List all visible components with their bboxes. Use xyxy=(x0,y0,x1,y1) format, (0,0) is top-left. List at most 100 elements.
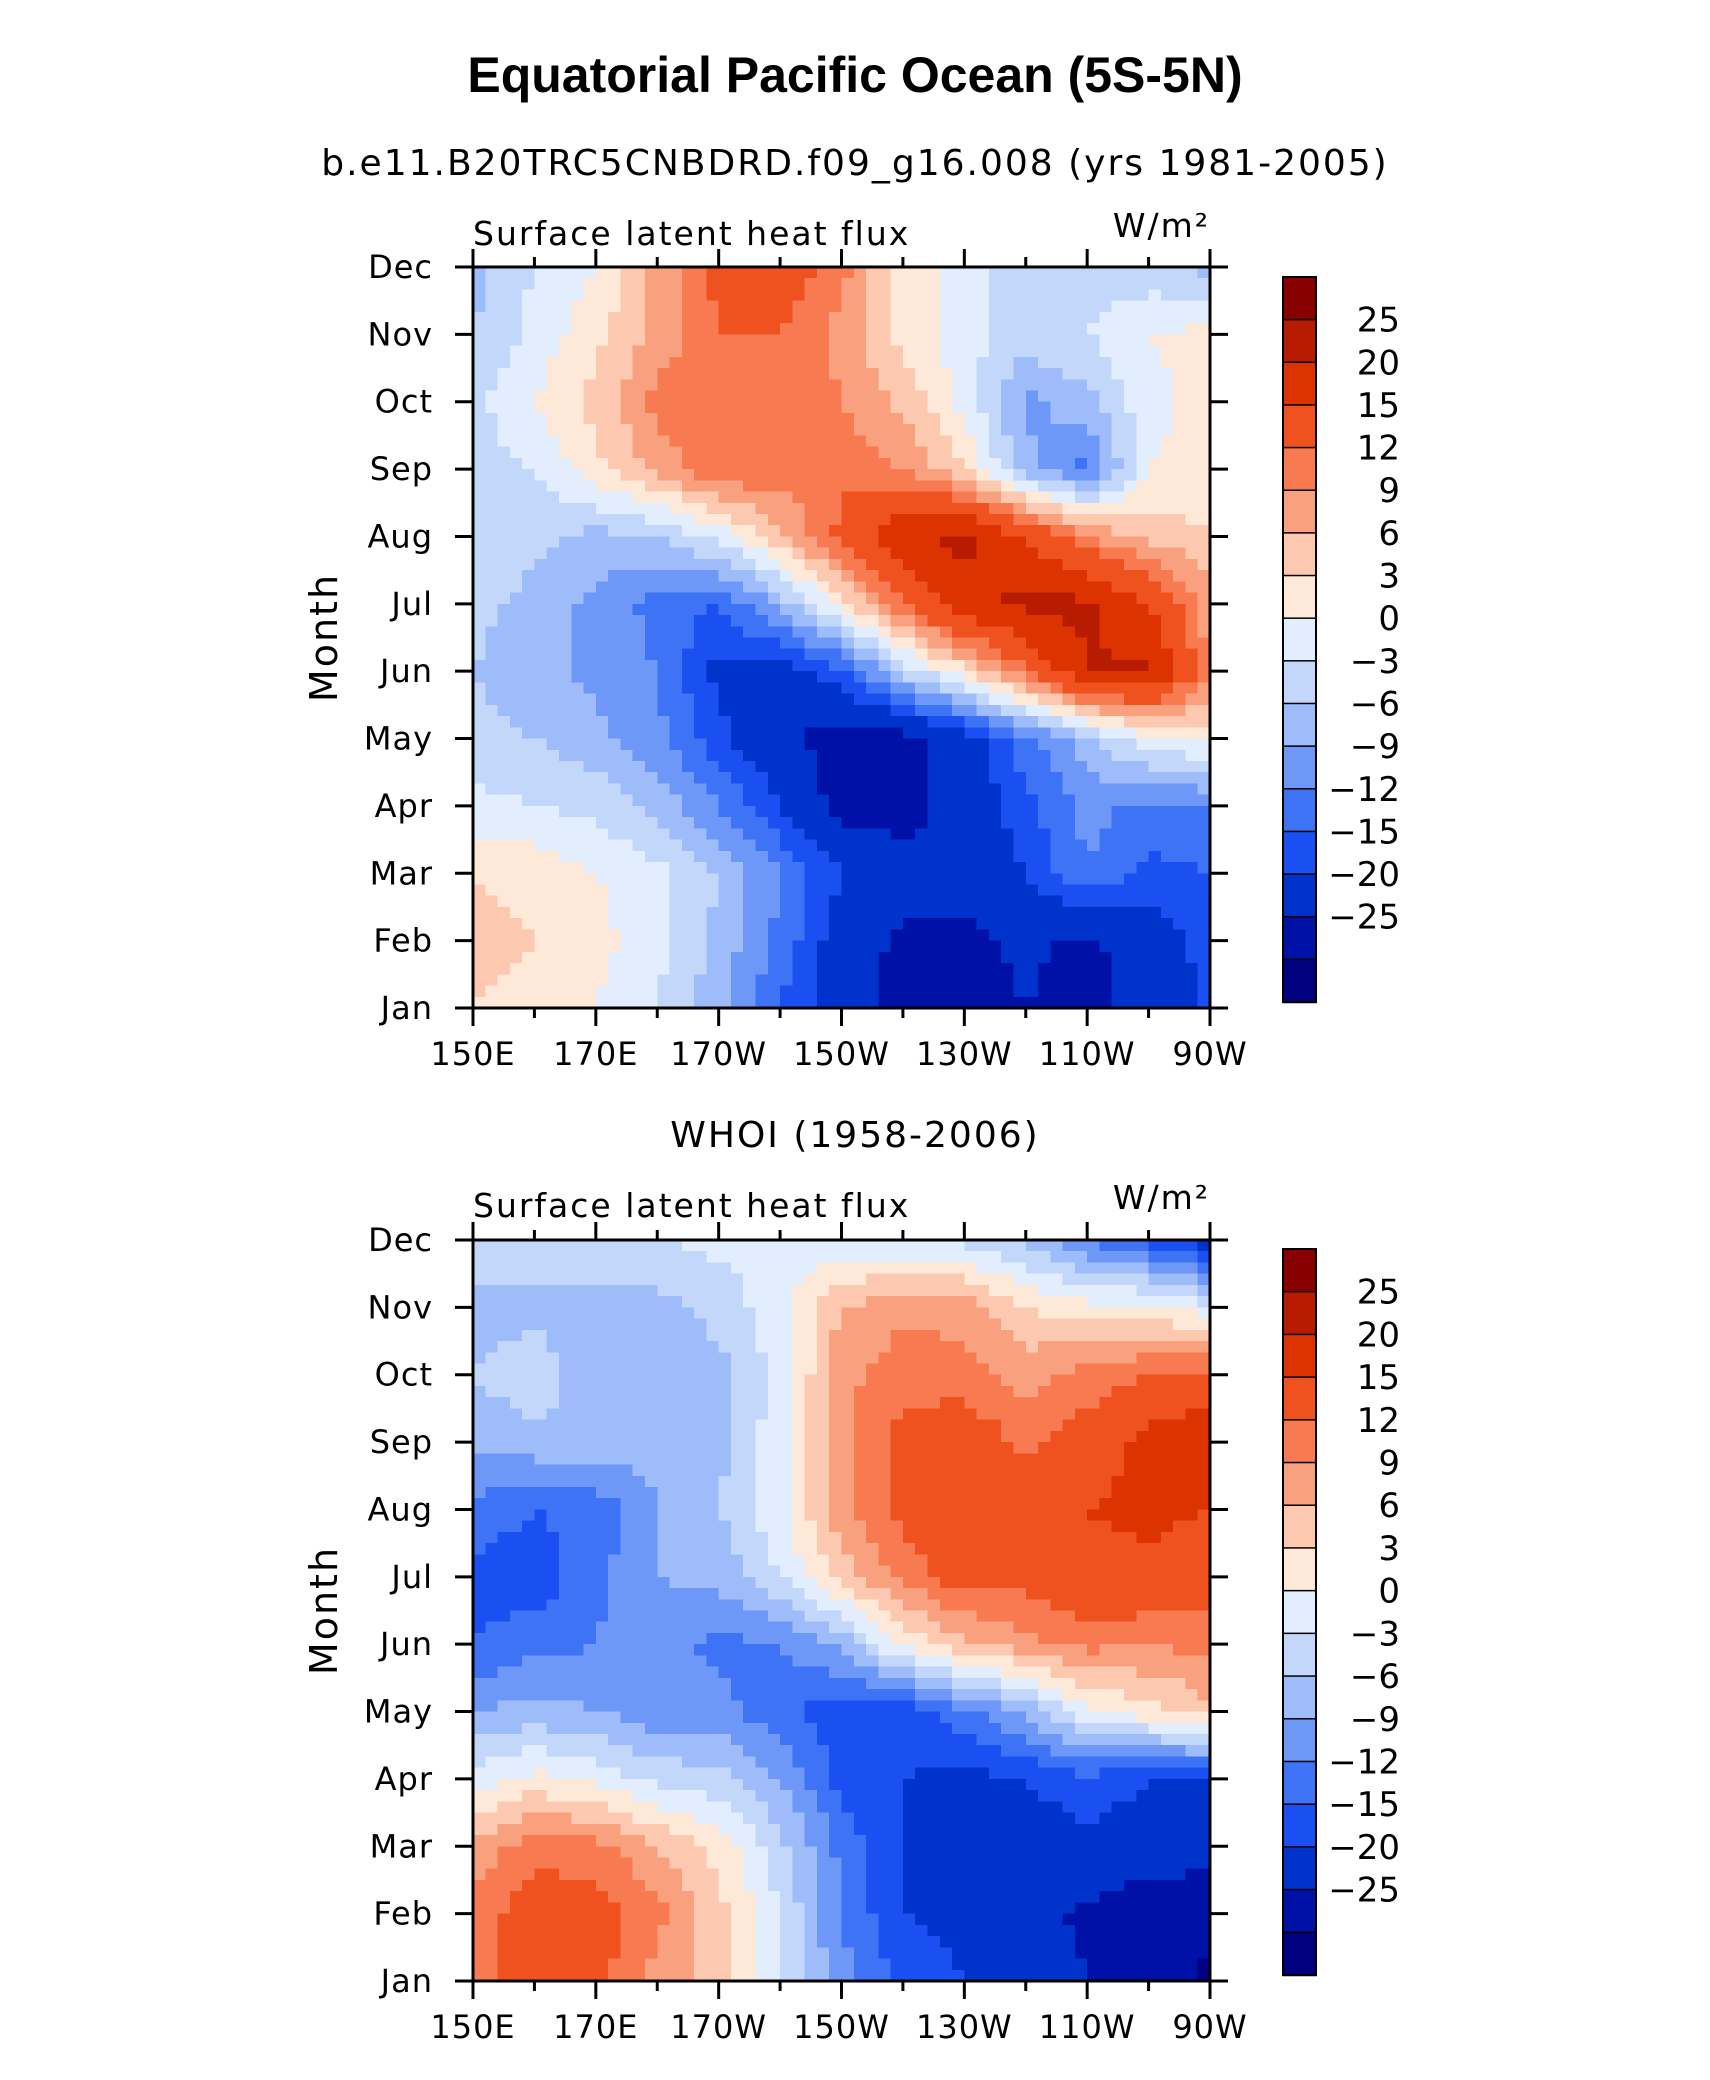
heatmap-cell xyxy=(1185,1397,1199,1410)
heatmap-cell xyxy=(1099,918,1113,931)
heatmap-cell xyxy=(1197,356,1211,369)
heatmap-cell xyxy=(890,761,904,773)
heatmap-cell xyxy=(1087,1240,1101,1252)
heatmap-cell xyxy=(632,783,646,796)
heatmap-cell xyxy=(657,996,671,1009)
heatmap-cell xyxy=(583,929,597,942)
heatmap-cell xyxy=(976,334,990,347)
heatmap-cell xyxy=(792,334,806,347)
heatmap-cell xyxy=(485,514,499,526)
heatmap-cell xyxy=(915,1363,929,1376)
heatmap-cell xyxy=(694,996,707,1009)
heatmap-cell xyxy=(1197,716,1211,728)
heatmap-cell xyxy=(522,1363,536,1376)
heatmap-cell xyxy=(878,491,892,504)
heatmap-cell xyxy=(939,839,953,852)
heatmap-cell xyxy=(976,1307,990,1320)
heatmap-cell xyxy=(1160,682,1174,695)
heatmap-cell xyxy=(915,356,929,369)
heatmap-cell xyxy=(1050,1374,1064,1387)
heatmap-cell xyxy=(841,895,855,908)
heatmap-cell xyxy=(1185,906,1199,919)
heatmap-cell xyxy=(792,536,806,549)
heatmap-cell xyxy=(743,716,757,728)
heatmap-cell xyxy=(632,805,646,818)
heatmap-cell xyxy=(595,525,609,538)
heatmap-cell xyxy=(829,289,843,302)
heatmap-cell xyxy=(890,1284,904,1297)
heatmap-cell xyxy=(1050,1273,1064,1286)
heatmap-cell xyxy=(1013,356,1027,369)
heatmap-cell xyxy=(1001,1374,1015,1387)
heatmap-cell xyxy=(878,502,892,515)
heatmap-cell xyxy=(1197,1284,1211,1297)
heatmap-cell xyxy=(1099,985,1113,998)
heatmap-cell xyxy=(620,626,634,639)
heatmap-cell xyxy=(620,1397,634,1410)
heatmap-cell xyxy=(620,772,634,785)
heatmap-cell xyxy=(1001,570,1015,582)
heatmap-cell xyxy=(780,278,793,291)
heatmap-cell xyxy=(718,300,732,313)
heatmap-cell xyxy=(792,805,806,818)
heatmap-cell xyxy=(694,435,707,448)
heatmap-cell xyxy=(608,716,621,728)
heatmap-cell xyxy=(878,1352,892,1365)
heatmap-cell xyxy=(497,356,511,369)
heatmap-cell xyxy=(1148,267,1162,279)
heatmap-cell xyxy=(571,1251,585,1264)
heatmap-cell xyxy=(497,603,511,616)
heatmap-cell xyxy=(1038,626,1051,639)
heatmap-cell xyxy=(1087,727,1101,740)
heatmap-cell xyxy=(620,1251,634,1264)
heatmap-cell xyxy=(1050,738,1064,751)
heatmap-cell xyxy=(620,1284,634,1297)
heatmap-cell xyxy=(534,637,548,650)
heatmap-cell xyxy=(988,783,1002,796)
heatmap-cell xyxy=(804,1329,818,1342)
heatmap-cell xyxy=(522,525,536,538)
heatmap-cell xyxy=(681,457,695,470)
heatmap-cell xyxy=(792,761,806,773)
heatmap-cell xyxy=(694,356,707,369)
heatmap-cell xyxy=(878,985,892,998)
heatmap-cell xyxy=(792,862,806,874)
heatmap-cell xyxy=(866,424,879,437)
heatmap-cell xyxy=(878,761,892,773)
heatmap-cell xyxy=(1025,839,1039,852)
heatmap-cell xyxy=(816,536,830,549)
heatmap-cell xyxy=(743,839,757,852)
heatmap-cell xyxy=(558,704,572,717)
heatmap-cell xyxy=(902,345,916,358)
heatmap-cell xyxy=(509,839,523,852)
heatmap-cell xyxy=(1038,300,1051,313)
heatmap-cell xyxy=(743,783,757,796)
heatmap-cell xyxy=(964,1329,978,1342)
heatmap-cell xyxy=(866,525,879,538)
heatmap-cell xyxy=(792,547,806,560)
heatmap-cell xyxy=(816,1352,830,1365)
heatmap-cell xyxy=(952,581,965,594)
heatmap-cell xyxy=(681,929,695,942)
heatmap-cell xyxy=(497,761,511,773)
heatmap-cell xyxy=(644,895,658,908)
heatmap-cell xyxy=(902,727,916,740)
heatmap-cell xyxy=(1185,805,1199,818)
heatmap-cell xyxy=(730,940,744,953)
heatmap-cell xyxy=(804,1296,818,1308)
heatmap-cell xyxy=(1111,817,1125,829)
heatmap-cell xyxy=(1062,514,1076,526)
heatmap-cell xyxy=(853,446,867,459)
heatmap-cell xyxy=(939,659,953,672)
heatmap-cell xyxy=(878,918,892,931)
heatmap-cell xyxy=(915,1352,929,1365)
heatmap-cell xyxy=(534,716,548,728)
heatmap-cell xyxy=(915,828,929,841)
heatmap-cell xyxy=(780,884,793,897)
heatmap-cell xyxy=(1136,603,1150,616)
heatmap-cell xyxy=(1173,311,1187,324)
heatmap-cell xyxy=(841,1385,855,1398)
heatmap-cell xyxy=(632,334,646,347)
heatmap-cell xyxy=(644,828,658,841)
heatmap-cell xyxy=(1160,850,1174,863)
